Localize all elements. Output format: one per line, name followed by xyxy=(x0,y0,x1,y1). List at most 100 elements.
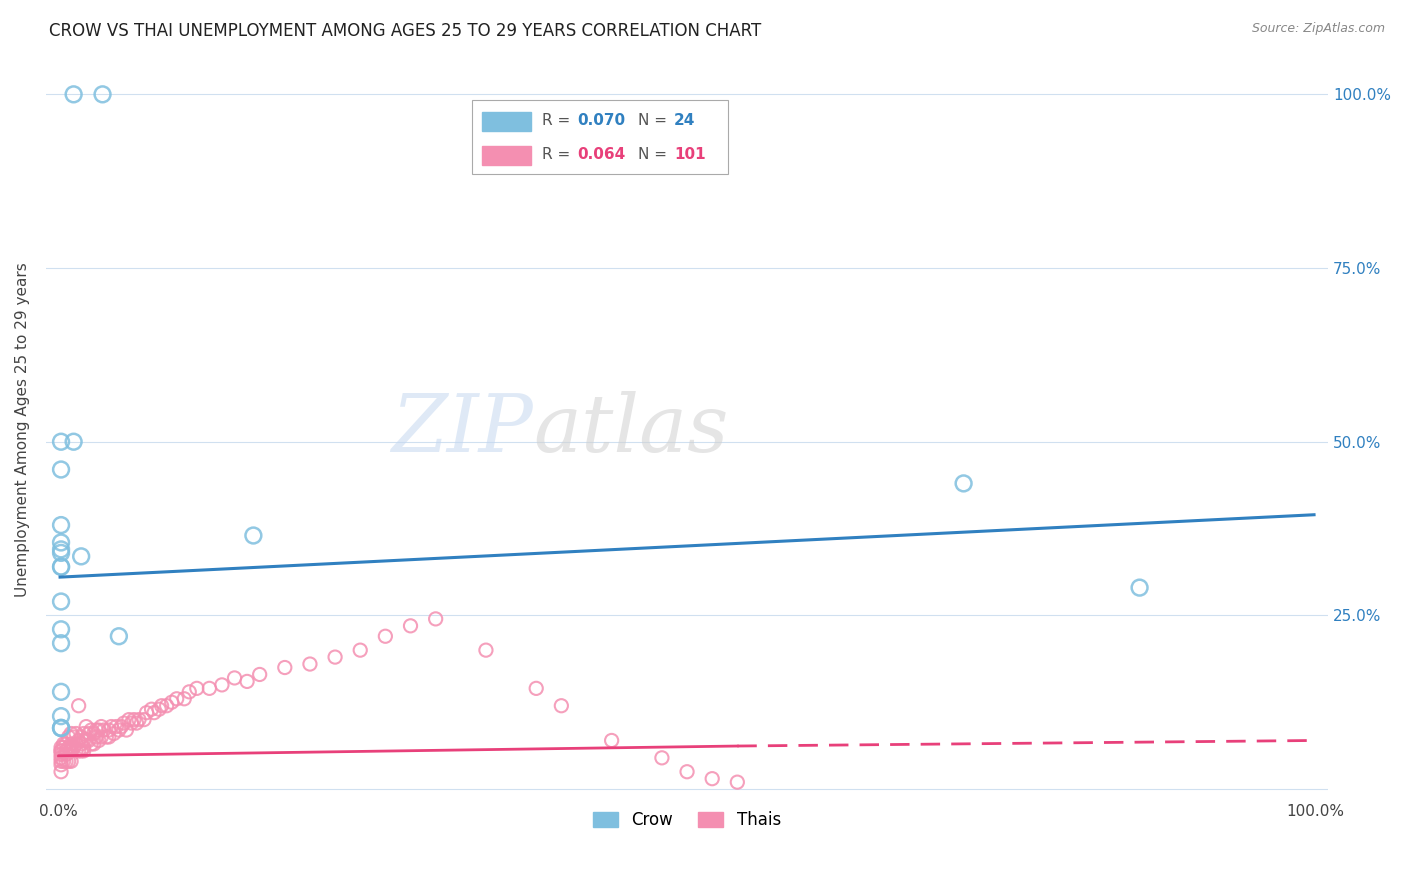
Point xyxy=(49,685,72,699)
Text: 101: 101 xyxy=(675,147,706,161)
Point xyxy=(62,87,84,102)
Point xyxy=(77,726,100,740)
Point xyxy=(58,754,80,768)
Point xyxy=(600,733,623,747)
Point xyxy=(242,528,264,542)
Point xyxy=(952,476,974,491)
Point xyxy=(49,721,72,735)
Point xyxy=(60,737,83,751)
FancyBboxPatch shape xyxy=(482,146,530,165)
Point xyxy=(118,713,141,727)
Point xyxy=(60,740,83,755)
Point xyxy=(475,643,498,657)
Point xyxy=(173,691,195,706)
Point xyxy=(58,740,80,755)
Point xyxy=(702,772,724,786)
Text: atlas: atlas xyxy=(533,391,728,468)
Point xyxy=(110,720,132,734)
Point xyxy=(60,744,83,758)
Point xyxy=(651,751,673,765)
Point xyxy=(160,695,183,709)
Point xyxy=(100,720,122,734)
Point xyxy=(298,657,321,671)
Text: N =: N = xyxy=(638,147,672,161)
Point xyxy=(115,723,138,737)
Point xyxy=(132,713,155,727)
Point xyxy=(83,726,105,740)
Point xyxy=(676,764,699,779)
Point xyxy=(141,702,163,716)
Text: 0.064: 0.064 xyxy=(576,147,626,161)
Point xyxy=(67,744,90,758)
Point xyxy=(49,751,72,765)
FancyBboxPatch shape xyxy=(482,112,530,131)
Point xyxy=(73,744,96,758)
Point xyxy=(108,629,131,643)
Point xyxy=(65,726,87,740)
Point xyxy=(274,660,297,674)
Point xyxy=(75,733,97,747)
Point xyxy=(112,716,135,731)
Point xyxy=(67,698,90,713)
Point xyxy=(73,726,96,740)
Point xyxy=(55,744,77,758)
Point xyxy=(75,720,97,734)
Point xyxy=(122,713,145,727)
Text: 24: 24 xyxy=(675,112,696,128)
FancyBboxPatch shape xyxy=(471,100,728,174)
Point xyxy=(90,720,112,734)
Point xyxy=(62,434,84,449)
Point xyxy=(55,747,77,762)
Point xyxy=(135,706,157,720)
Point xyxy=(103,726,125,740)
Point xyxy=(49,542,72,557)
Point xyxy=(425,612,447,626)
Point xyxy=(55,737,77,751)
Point xyxy=(125,716,148,731)
Text: 0.070: 0.070 xyxy=(576,112,624,128)
Point xyxy=(91,87,114,102)
Point xyxy=(65,737,87,751)
Legend: Crow, Thais: Crow, Thais xyxy=(586,805,787,836)
Point xyxy=(49,764,72,779)
Point xyxy=(236,674,259,689)
Point xyxy=(62,740,84,755)
Point xyxy=(62,730,84,744)
Point xyxy=(323,650,346,665)
Text: N =: N = xyxy=(638,112,672,128)
Point xyxy=(49,709,72,723)
Point xyxy=(49,594,72,608)
Point xyxy=(96,730,118,744)
Point xyxy=(166,691,188,706)
Point xyxy=(60,754,83,768)
Point xyxy=(58,730,80,744)
Point xyxy=(97,730,120,744)
Point xyxy=(156,698,179,713)
Point xyxy=(60,726,83,740)
Point xyxy=(49,535,72,549)
Text: ZIP: ZIP xyxy=(391,391,533,468)
Point xyxy=(524,681,547,696)
Point xyxy=(77,733,100,747)
Point xyxy=(87,723,110,737)
Point xyxy=(49,744,72,758)
Point xyxy=(70,549,93,564)
Point xyxy=(97,723,120,737)
Point xyxy=(67,733,90,747)
Point xyxy=(70,737,93,751)
Point xyxy=(49,518,72,533)
Point xyxy=(150,698,173,713)
Point xyxy=(198,681,221,696)
Point xyxy=(49,434,72,449)
Point xyxy=(725,775,748,789)
Point xyxy=(49,744,72,758)
Point xyxy=(70,730,93,744)
Point xyxy=(550,698,572,713)
Point xyxy=(49,721,72,735)
Point xyxy=(49,721,72,735)
Point xyxy=(49,622,72,636)
Point xyxy=(211,678,233,692)
Point xyxy=(105,720,128,734)
Text: CROW VS THAI UNEMPLOYMENT AMONG AGES 25 TO 29 YEARS CORRELATION CHART: CROW VS THAI UNEMPLOYMENT AMONG AGES 25 … xyxy=(49,22,762,40)
Point xyxy=(224,671,246,685)
